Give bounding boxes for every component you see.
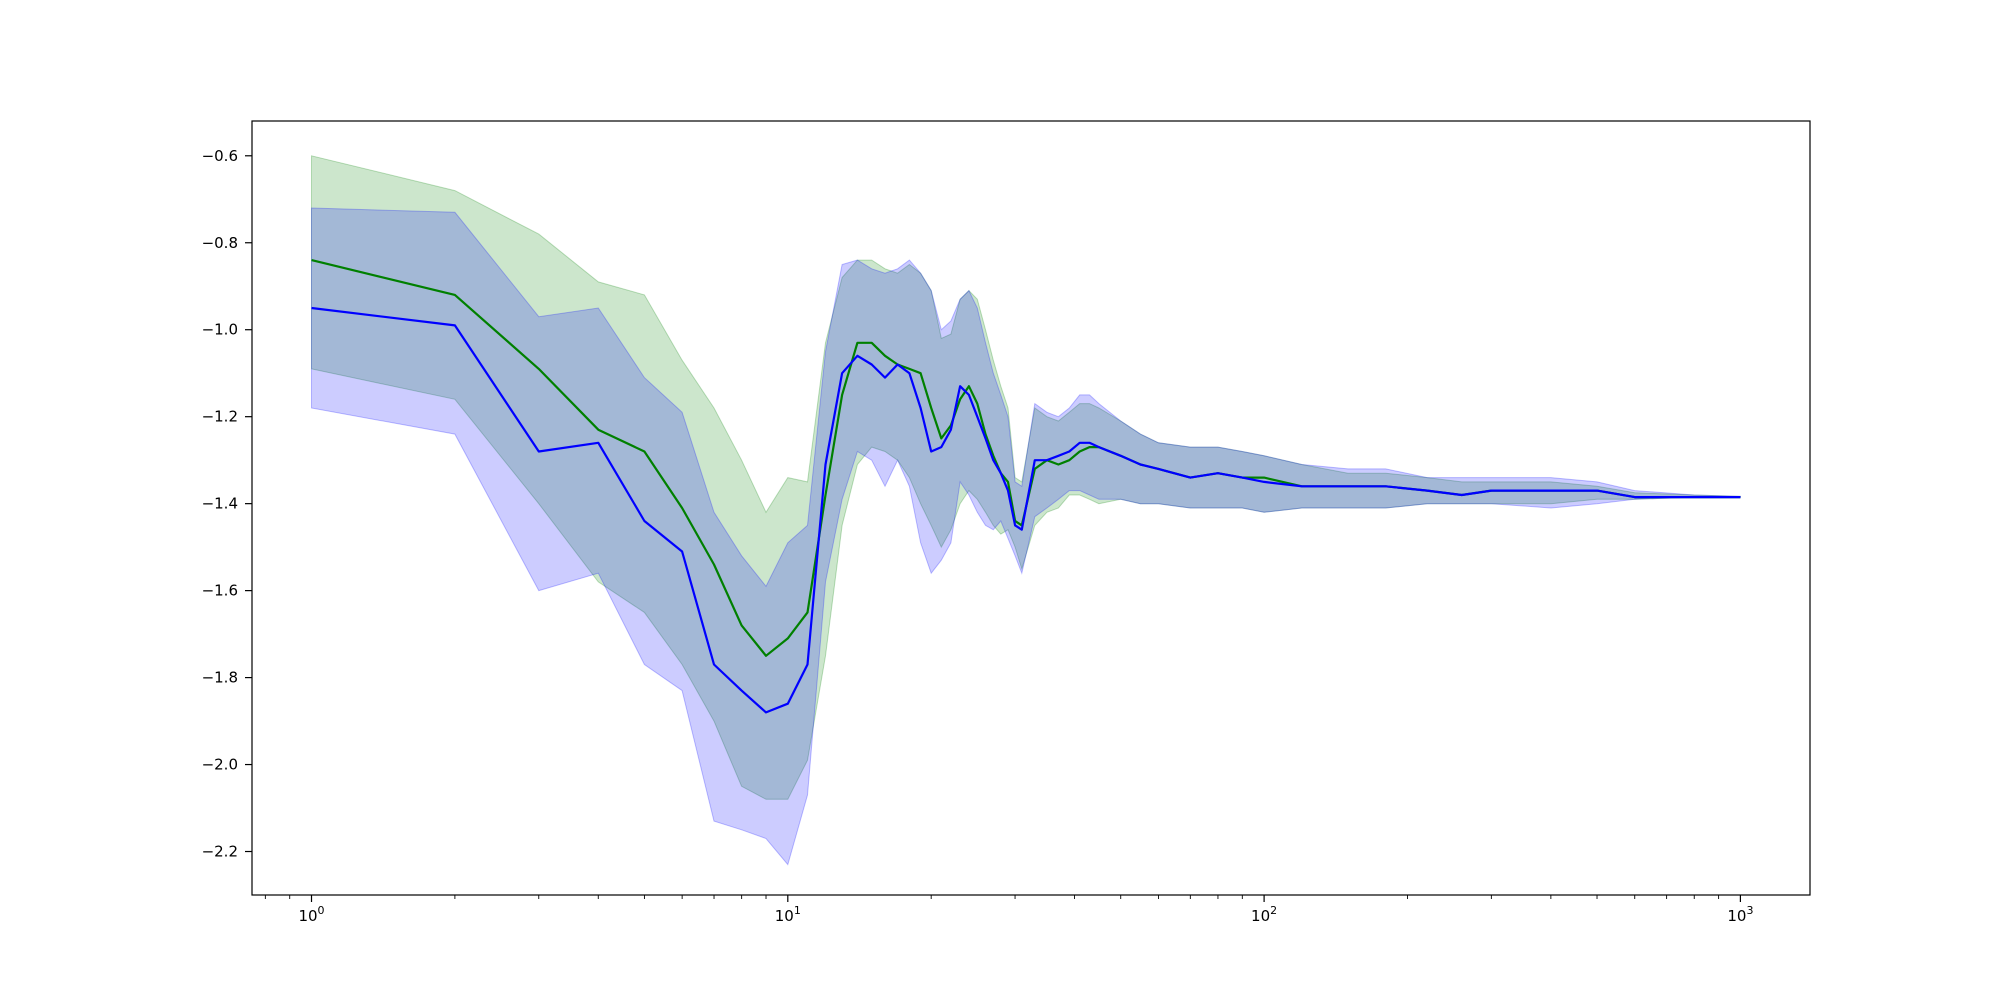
x-tick-label: 101 xyxy=(775,904,801,925)
x-tick-label: 103 xyxy=(1727,904,1753,925)
y-tick-label: −0.8 xyxy=(202,234,238,252)
y-tick-label: −1.8 xyxy=(202,669,238,687)
y-tick-label: −1.6 xyxy=(202,582,238,600)
y-tick-label: −2.2 xyxy=(202,843,238,861)
series-lines xyxy=(311,259,1741,714)
axes-frame xyxy=(251,120,1811,896)
x-tick-label: 102 xyxy=(1251,904,1277,925)
y-tick-label: −2.0 xyxy=(202,756,238,774)
y-tick-label: −1.0 xyxy=(202,321,238,339)
series-2-line xyxy=(311,306,1741,714)
x-axis: 100 101 102 103 xyxy=(264,895,1753,925)
y-axis: −0.6 −0.8 −1.0 −1.2 −1.4 −1.6 −1.8 −2.0 −2.2 xyxy=(202,147,252,861)
x-tick-label: 100 xyxy=(298,904,324,925)
y-tick-label: −1.4 xyxy=(202,495,238,513)
y-tick-label: −1.2 xyxy=(202,408,238,426)
plot-area xyxy=(311,155,1741,866)
y-tick-label: −0.6 xyxy=(202,147,238,165)
